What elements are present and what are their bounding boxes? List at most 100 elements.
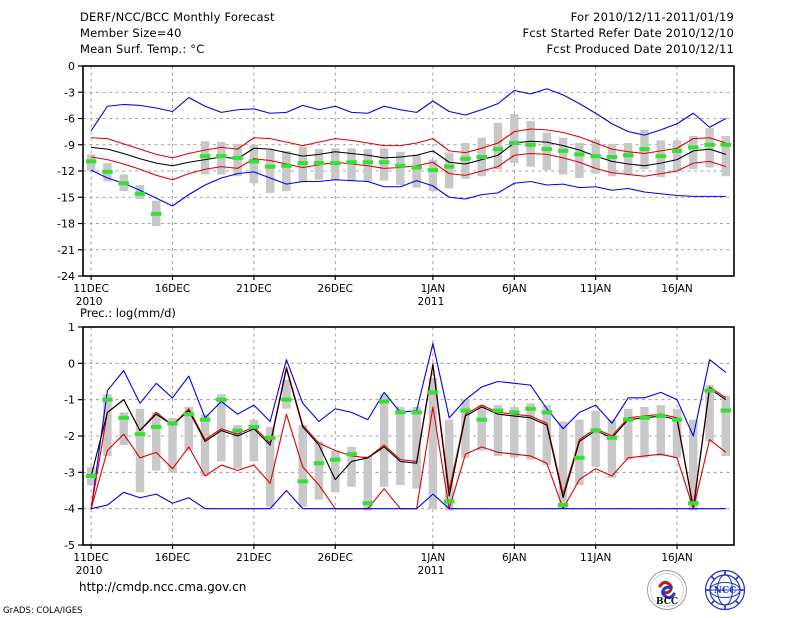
ensemble-spread-bar <box>282 379 291 409</box>
ensemble-spread-bar <box>705 128 714 168</box>
fcst-produced-label: Fcst Produced Date 2010/12/11 <box>546 42 734 56</box>
observation-marker <box>346 452 357 457</box>
series-line <box>91 128 727 159</box>
observation-marker <box>216 397 227 402</box>
observation-marker <box>427 168 439 173</box>
plot-frame <box>82 326 735 546</box>
observation-marker <box>639 415 650 420</box>
observation-marker <box>167 421 178 426</box>
ensemble-spread-bar <box>396 406 405 486</box>
observation-marker <box>281 397 292 402</box>
ensemble-spread-bar <box>168 417 177 473</box>
svg-text:NCC: NCC <box>714 586 737 596</box>
observation-marker <box>720 408 732 413</box>
observation-marker <box>118 415 129 420</box>
observation-marker <box>704 142 715 147</box>
ensemble-spread-bar <box>347 446 356 487</box>
ensemble-spread-bar <box>558 137 568 175</box>
x-tick-label: 1JAN <box>421 283 446 295</box>
series-line <box>90 364 727 510</box>
series-line <box>91 140 727 167</box>
ensemble-spread-bar <box>721 396 731 456</box>
ensemble-spread-bar <box>249 419 259 462</box>
observation-marker <box>216 154 227 159</box>
precipitation-panel-title: Prec.: log(mm/d) <box>80 306 176 320</box>
y-tick-label: -3 <box>64 86 75 99</box>
ensemble-spread-bar <box>656 140 665 178</box>
observation-marker <box>248 159 260 164</box>
ensemble-spread-bar <box>444 152 454 189</box>
observation-marker <box>688 145 699 150</box>
observation-marker <box>590 428 601 433</box>
observation-marker <box>313 461 325 466</box>
ensemble-spread-bar <box>493 122 503 170</box>
ensemble-spread-bar <box>428 377 438 509</box>
ensemble-spread-bar <box>217 142 226 175</box>
x-tick-label: 26DEC <box>318 283 353 295</box>
ensemble-spread-bar <box>461 399 470 458</box>
observation-marker <box>395 163 406 168</box>
ensemble-spread-bar <box>331 450 340 493</box>
x-tick-label: 11DEC <box>73 552 108 564</box>
x-tick-label: 11DEC <box>73 283 108 295</box>
series-line <box>90 342 727 509</box>
series-line <box>91 152 727 181</box>
x-tick-label: 6JAN <box>502 552 527 564</box>
ensemble-spread-bar <box>396 151 405 185</box>
ensemble-spread-bar <box>135 408 145 493</box>
series-line <box>90 88 727 136</box>
observation-marker <box>655 414 666 419</box>
ensemble-spread-bar <box>412 154 421 188</box>
member-size-label: Member Size=40 <box>80 26 182 40</box>
observation-marker <box>85 159 97 164</box>
observation-marker <box>232 428 243 433</box>
observation-marker <box>411 410 422 415</box>
x-tick-label: 16DEC <box>155 283 190 295</box>
observation-marker <box>443 499 455 504</box>
ensemble-spread-bar <box>558 421 568 509</box>
plot-frame <box>82 65 735 277</box>
temperature-unit-label: Mean Surf. Temp.: °C <box>80 42 205 56</box>
observation-marker <box>134 432 146 437</box>
y-tick-label: -1 <box>64 394 75 407</box>
ensemble-spread-bar <box>542 132 552 171</box>
observation-marker <box>395 410 406 415</box>
grads-credit-label: GrADS: COLA/IGES <box>3 606 83 616</box>
ensemble-spread-bar <box>233 425 242 469</box>
ensemble-spread-bar <box>282 150 291 192</box>
ensemble-spread-bar <box>575 419 584 486</box>
observation-marker <box>476 417 487 422</box>
y-tick-label: 0 <box>68 60 75 73</box>
ensemble-spread-bar <box>721 136 731 177</box>
observation-marker <box>362 501 374 506</box>
ensemble-spread-bar <box>428 159 438 192</box>
observation-marker <box>655 154 666 159</box>
observation-marker <box>590 154 601 159</box>
y-tick-label: -6 <box>64 113 75 126</box>
x-tick-year-label: 2010 <box>76 296 103 308</box>
website-url[interactable]: http://cmdp.ncc.cma.gov.cn <box>79 580 247 594</box>
observation-marker <box>460 156 471 161</box>
observation-marker <box>704 388 715 393</box>
observation-marker <box>557 503 569 508</box>
chart-title: DERF/NCC/BCC Monthly Forecast <box>80 10 275 24</box>
ensemble-spread-bar <box>623 408 633 460</box>
ensemble-spread-bar <box>184 406 194 451</box>
observation-marker <box>606 435 618 440</box>
y-tick-label: -5 <box>64 539 75 552</box>
x-tick-label: 11JAN <box>580 552 611 564</box>
y-tick-label: -4 <box>64 503 75 516</box>
ensemble-spread-bar <box>623 143 633 175</box>
ensemble-spread-bar <box>542 405 552 466</box>
observation-marker <box>622 417 634 422</box>
observation-marker <box>378 399 390 404</box>
observation-marker <box>443 164 455 169</box>
observation-marker <box>671 417 683 422</box>
ensemble-spread-bar <box>314 441 324 500</box>
observation-marker <box>330 161 341 166</box>
observation-marker <box>118 181 129 186</box>
observation-marker <box>639 147 650 152</box>
ensemble-spread-bar <box>233 143 242 177</box>
ensemble-spread-bar <box>672 140 682 171</box>
